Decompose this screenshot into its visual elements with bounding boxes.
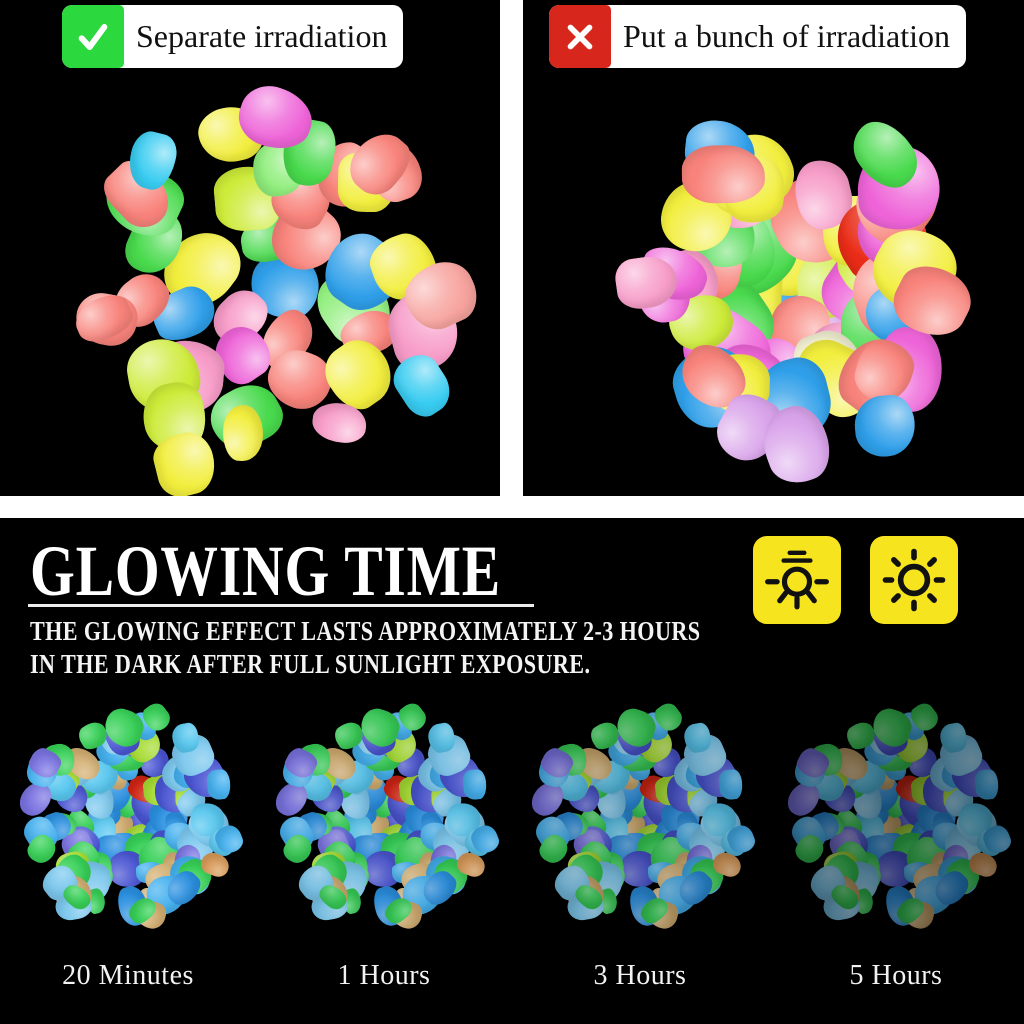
title-underline — [28, 604, 534, 607]
panel-bunch-irradiation: Put a bunch of irradiation — [523, 0, 1024, 496]
good-practice-label: Separate irradiation — [136, 18, 388, 54]
checkmark-icon — [62, 5, 124, 68]
comparison-section: Separate irradiation Put a bunch of irra… — [0, 0, 1024, 496]
section-subtitle: THE GLOWING EFFECT LASTS APPROXIMATELY 2… — [30, 615, 700, 681]
separate-pebbles-photo — [47, 75, 486, 496]
stage-label: 1 Hours — [337, 960, 431, 991]
glow-pebbles-photo — [518, 698, 762, 942]
x-icon — [549, 5, 611, 68]
stage-label: 5 Hours — [849, 960, 943, 991]
panel-separate-irradiation: Separate irradiation — [0, 0, 500, 496]
horizontal-divider — [0, 496, 1024, 518]
glow-pebbles-photo — [262, 698, 506, 942]
bad-practice-label: Put a bunch of irradiation — [623, 18, 951, 54]
glow-stage: 1 Hours — [256, 698, 512, 992]
glow-pebbles-photo — [6, 698, 250, 942]
glow-stage: 3 Hours — [512, 698, 768, 992]
glow-stage: 5 Hours — [768, 698, 1024, 992]
glow-pebbles-photo — [774, 698, 1018, 942]
good-practice-tag: Separate irradiation — [62, 5, 404, 68]
stage-label: 3 Hours — [593, 960, 687, 991]
pebble — [461, 768, 488, 800]
glow-stages-row: 20 Minutes 1 Hours 3 Hours 5 Hours — [0, 698, 1024, 992]
glow-stage: 20 Minutes — [0, 698, 256, 992]
stage-label: 20 Minutes — [62, 960, 194, 991]
lamp-icon — [753, 536, 841, 624]
glowing-time-section: GLOWING TIME THE GLOWING EFFECT LASTS AP… — [0, 518, 1024, 1024]
section-title: GLOWING TIME — [30, 531, 502, 611]
bad-practice-tag: Put a bunch of irradiation — [549, 5, 967, 68]
subtitle-line-2: IN THE DARK AFTER FULL SUNLIGHT EXPOSURE… — [30, 648, 591, 679]
bunched-pebbles-photo — [608, 100, 988, 492]
pebble — [717, 768, 744, 800]
subtitle-line-1: THE GLOWING EFFECT LASTS APPROXIMATELY 2… — [30, 616, 701, 646]
vertical-divider — [500, 0, 523, 496]
sun-icon — [870, 536, 958, 624]
pebble — [205, 768, 232, 800]
pebble — [973, 768, 1000, 800]
